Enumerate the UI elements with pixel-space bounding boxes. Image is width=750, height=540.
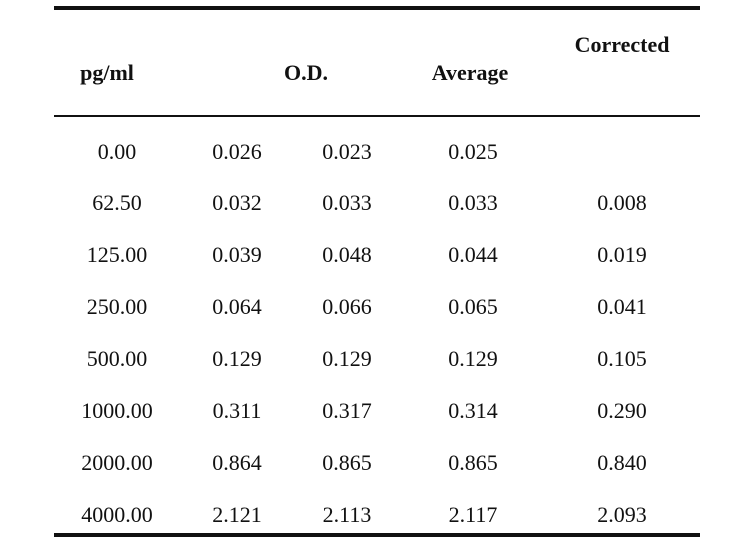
table-cell-od2: 0.129 — [322, 346, 372, 371]
table-cell-corrected: 0.290 — [597, 398, 647, 423]
table-cell-corrected: 2.093 — [597, 502, 647, 527]
table-cell-od1: 0.129 — [212, 346, 262, 371]
table-cell-od2: 0.033 — [322, 190, 372, 215]
header-od: O.D. — [284, 60, 328, 85]
header-average: Average — [431, 60, 509, 85]
table-cell-od2: 0.023 — [322, 139, 372, 164]
table-top-rule — [54, 6, 700, 10]
table-cell-corrected: 0.041 — [597, 294, 647, 319]
table-cell-conc: 1000.00 — [81, 398, 153, 423]
table-bottom-rule — [54, 533, 700, 537]
table-cell-od2: 0.865 — [322, 450, 372, 475]
table-cell-average: 2.117 — [448, 502, 498, 527]
table-cell-conc: 500.00 — [86, 346, 148, 371]
table-cell-average: 0.065 — [448, 294, 498, 319]
table-cell-od2: 0.317 — [322, 398, 372, 423]
table-cell-conc: 125.00 — [86, 242, 148, 267]
table-cell-conc: 2000.00 — [81, 450, 153, 475]
table-header-rule — [54, 115, 700, 117]
table-cell-od2: 0.048 — [322, 242, 372, 267]
header-concentration: pg/ml — [80, 60, 134, 85]
table-cell-conc: 62.50 — [92, 190, 142, 215]
table-cell-average: 0.044 — [448, 242, 498, 267]
table-cell-od1: 0.864 — [212, 450, 262, 475]
table-cell-corrected: 0.105 — [597, 346, 647, 371]
table-cell-od1: 0.026 — [212, 139, 262, 164]
table-cell-conc: 0.00 — [97, 139, 137, 164]
table-cell-average: 0.025 — [448, 139, 498, 164]
table-cell-od1: 0.064 — [212, 294, 262, 319]
table-cell-corrected: 0.840 — [597, 450, 647, 475]
table-cell-od1: 2.121 — [212, 502, 262, 527]
table-cell-od1: 0.039 — [212, 242, 262, 267]
table-cell-conc: 4000.00 — [81, 502, 153, 527]
table-cell-average: 0.033 — [448, 190, 498, 215]
table-cell-od1: 0.032 — [212, 190, 262, 215]
table-cell-od1: 0.311 — [212, 398, 262, 423]
table-cell-corrected: 0.008 — [597, 190, 647, 215]
table-cell-average: 0.129 — [448, 346, 498, 371]
table-cell-conc: 250.00 — [86, 294, 148, 319]
header-corrected: Corrected — [574, 32, 670, 57]
table-cell-od2: 0.066 — [322, 294, 372, 319]
table-cell-average: 0.865 — [448, 450, 498, 475]
table-cell-corrected: 0.019 — [597, 242, 647, 267]
table-cell-od2: 2.113 — [322, 502, 372, 527]
table-cell-average: 0.314 — [448, 398, 498, 423]
